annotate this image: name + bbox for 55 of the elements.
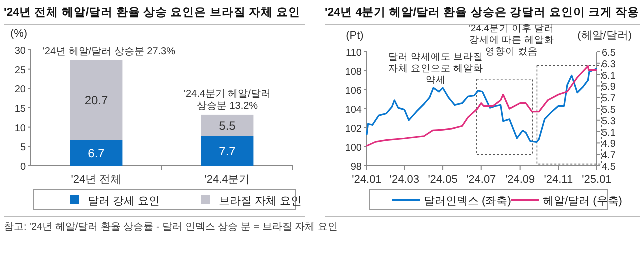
y-tick-label: 100 — [345, 143, 362, 154]
annotation: '24년 헤알/달러 상승분 27.3% — [43, 46, 176, 58]
y-tick-label: 98 — [350, 162, 362, 173]
y2-axis-title: (헤알/달러) — [578, 30, 632, 42]
annotation: 달러 약세에도 브라질 자체 요인으로 헤알화 약세 — [388, 52, 484, 86]
legend-label: 브라질 자체 요인 — [219, 196, 302, 208]
y2-tick-label: 5.9 — [602, 82, 616, 94]
y-tick-label: 25 — [14, 65, 26, 76]
data-label: 6.7 — [88, 146, 106, 161]
y-axis-title: (Pt) — [346, 30, 364, 42]
data-label: 20.7 — [84, 94, 108, 108]
y-tick-label: 5 — [20, 142, 26, 154]
y-tick-label: 102 — [345, 124, 362, 135]
y2-tick-label: 5.3 — [602, 116, 616, 128]
y2-tick-label: 5.1 — [602, 128, 616, 139]
data-label: 7.7 — [219, 144, 236, 159]
x-tick-label: '25.01 — [582, 174, 612, 186]
legend-label: 헤알/달러 (우축) — [543, 196, 622, 208]
legend-label: 달러 강세 요인 — [88, 196, 160, 208]
y-tick-label: 30 — [14, 46, 26, 57]
x-tick-label: '24.01 — [352, 174, 382, 186]
y2-tick-label: 4.5 — [602, 162, 616, 173]
y-tick-label: 106 — [345, 86, 362, 97]
y-tick-label: 10 — [14, 123, 26, 134]
x-tick-label: '24.05 — [428, 174, 458, 186]
annotation: '24.4분기 헤알/달러 상승분 13.2% — [184, 88, 271, 112]
y-tick-label: 108 — [345, 67, 362, 78]
y2-tick-label: 4.7 — [602, 150, 616, 162]
bar — [70, 140, 123, 166]
y-axis-title: (%) — [10, 28, 28, 40]
bar — [70, 60, 123, 140]
y-tick-label: 110 — [346, 48, 362, 59]
chart-title: '24년 4분기 헤알/달러 환율 상승은 강달러 요인이 크게 작용 — [325, 6, 640, 19]
y2-tick-label: 6.1 — [602, 70, 616, 82]
bar — [201, 136, 254, 166]
data-label: 5.5 — [219, 119, 236, 134]
legend-label: 달러인덱스 (좌축) — [424, 196, 512, 208]
x-tick-label: '24.03 — [390, 174, 420, 186]
y-tick-label: 104 — [345, 105, 362, 116]
bar — [201, 114, 254, 136]
y2-tick-label: 6.3 — [602, 59, 616, 70]
text: 참고: '24년 헤알/달러 환율 상승률 - 달러 인덱스 상승 분 = 브라질 자체 요인 — [4, 222, 338, 233]
x-tick-label: '24.09 — [506, 174, 536, 186]
y2-tick-label: 4.9 — [602, 139, 616, 150]
y-tick-label: 0 — [20, 162, 26, 173]
y-tick-label: 15 — [14, 104, 26, 115]
x-tick-label: '24년 전체 — [71, 174, 122, 186]
chart-title: '24년 전체 헤알/달러 환율 상승 요인은 브라질 자체 요인 — [4, 6, 300, 19]
x-tick-label: '24.11 — [544, 174, 574, 186]
y2-tick-label: 5.5 — [602, 105, 616, 116]
y2-tick-label: 5.7 — [602, 94, 616, 105]
y-tick-label: 20 — [14, 84, 26, 96]
x-tick-label: '24.07 — [466, 174, 496, 186]
x-tick-label: '24.4분기 — [204, 174, 250, 186]
y2-tick-label: 6.5 — [602, 48, 616, 59]
